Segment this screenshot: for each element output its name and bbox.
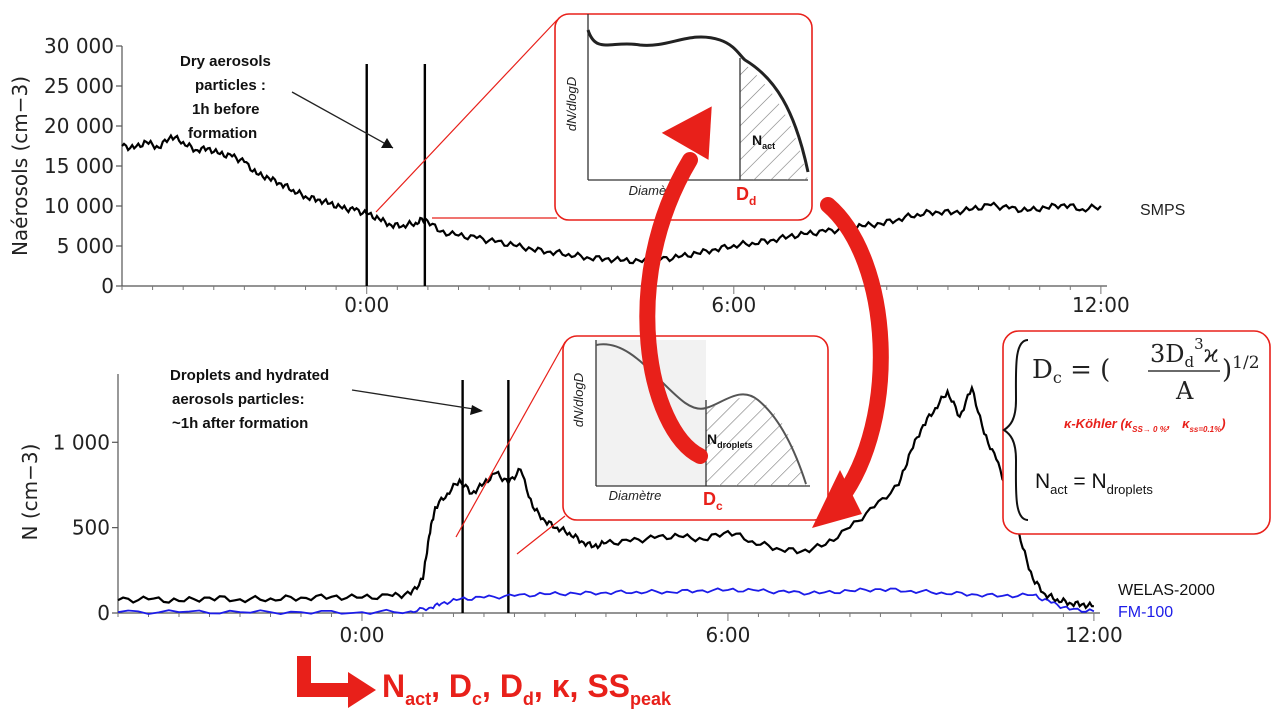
bottom-x-ticks: 0:00 6:00 12:00: [117, 613, 1123, 647]
cycle-arrows: [639, 106, 889, 528]
output-symbol: κ: [552, 668, 570, 704]
output-subscript: peak: [630, 689, 672, 709]
bottom-annotation-arrow-head: [470, 405, 483, 415]
output-symbol: SS: [587, 668, 630, 704]
arrow-down-head: [812, 470, 862, 528]
inset-top-distribution: [586, 29, 810, 173]
y-tick-label: 15 000: [44, 154, 114, 178]
top-annotation-arrow: [291, 91, 394, 149]
inset-bottom-region-label: Ndroplets: [707, 431, 753, 450]
output-separator: ,: [570, 668, 588, 704]
y-tick-label: 25 000: [44, 74, 114, 98]
top-markers: [365, 64, 427, 286]
top-annotation-line-4: formation: [188, 125, 257, 142]
equation-line-2: Nact = Ndroplets: [1035, 470, 1153, 497]
inset-bottom-x-label: Diamètre: [609, 488, 662, 503]
outputs-arrow-head: [348, 672, 376, 708]
x-tick-label: 0:00: [344, 293, 389, 317]
inset-bottom-cut-label: Dc: [703, 489, 723, 513]
x-tick-label: 6:00: [705, 623, 750, 647]
y-tick-label: 5 000: [57, 234, 114, 258]
inset-top-link-1: [375, 19, 558, 213]
inset-bottom-link-1: [455, 341, 566, 538]
bottom-annotation-line-2: aerosols particles:: [172, 391, 305, 408]
legend-smps: SMPS: [1140, 202, 1185, 219]
series-fm100-line: [117, 587, 1095, 616]
equation-frame: [1002, 330, 1271, 535]
output-separator: ,: [534, 668, 552, 704]
y-tick-label: 500: [72, 516, 110, 540]
equation-box: Dc = ( 3Dd3ϰ A )1/2 κ-Köhler (κSS→ 0 %, …: [1002, 330, 1271, 535]
top-annotation: Dry aerosols particles : 1h before forma…: [180, 53, 394, 149]
chart-bottom: 0 500 1 000 0:00 6:00 12:00 N (cm−3) WELAS-2…: [18, 367, 1215, 647]
output-symbol: D: [449, 668, 472, 704]
y-tick-label: 0: [97, 601, 110, 625]
output-symbol: D: [500, 668, 523, 704]
top-annotation-line-3: 1h before: [192, 101, 260, 118]
output-separator: ,: [431, 668, 449, 704]
bottom-annotation: Droplets and hydrated aerosols particles…: [170, 367, 483, 432]
bottom-annotation-arrow: [351, 389, 481, 411]
inset-top-y-label: dN/dlogD: [564, 77, 579, 131]
bottom-y-axis-label: N (cm−3): [18, 444, 42, 541]
top-annotation-arrow-head: [381, 138, 393, 148]
y-tick-label: 20 000: [44, 114, 114, 138]
arrow-down-curve: [820, 197, 889, 508]
inset-bottom-distribution: [595, 343, 807, 485]
equation-numerator: 3Dd3ϰ: [1150, 335, 1219, 371]
output-subscript: act: [405, 689, 431, 709]
top-y-ticks: 0 5 000 10 000 15 000 20 000 25 000 30 000: [44, 34, 122, 298]
output-separator: ,: [482, 668, 500, 704]
arrow-up-head: [661, 106, 712, 160]
inset-top-hatched-region: [740, 60, 808, 180]
x-tick-label: 0:00: [340, 623, 385, 647]
legend-welas: WELAS-2000: [1118, 582, 1215, 599]
legend-fm100: FM-100: [1118, 604, 1173, 621]
y-tick-label: 30 000: [44, 34, 114, 58]
x-tick-label: 6:00: [711, 293, 756, 317]
bottom-annotation-line-1: Droplets and hydrated: [170, 367, 329, 384]
bottom-annotation-line-3: ~1h after formation: [172, 415, 308, 432]
inset-bottom-y-label: dN/dlogD: [571, 373, 586, 427]
output-subscript: d: [523, 689, 534, 709]
series-welas-line: [117, 384, 1094, 610]
equation-exponent: )1/2: [1222, 353, 1260, 385]
x-tick-label: 12:00: [1065, 623, 1123, 647]
inset-top-cut-label: Dd: [736, 184, 756, 208]
outputs-row: Nact, Dc, Dd, κ, SSpeak: [297, 656, 672, 709]
inset-top: dN/dlogD Diamètre Nact Dd: [375, 13, 813, 221]
equation-line-1: Dc = (: [1032, 355, 1110, 387]
output-subscript: c: [472, 689, 482, 709]
top-annotation-line-2: particles :: [195, 77, 266, 94]
inset-bottom-hatched-region: [706, 397, 806, 486]
chart-top: 0 5 000 10 000 15 000 20 000 25 000 30 000 0:0…: [8, 34, 1185, 317]
equation-brace: [1002, 339, 1029, 521]
bottom-markers: [461, 380, 510, 613]
inset-top-region-label: Nact: [752, 132, 775, 151]
equation-kohler-note: κ-Köhler (κSS→ 0 %, κss=0.1%): [1064, 416, 1226, 434]
y-tick-label: 10 000: [44, 194, 114, 218]
x-tick-label: 12:00: [1072, 293, 1130, 317]
equation-denominator: A: [1175, 377, 1194, 405]
outputs-label: Nact, Dc, Dd, κ, SSpeak: [382, 668, 672, 709]
series-smps-line: [121, 133, 1102, 266]
inset-bottom: dN/dlogD Diamètre Ndroplets Dc: [455, 335, 829, 555]
outputs-arrow-shaft: [297, 656, 352, 697]
arrow-up-curve: [639, 152, 708, 464]
output-symbol: N: [382, 668, 405, 704]
inset-bottom-link-2: [516, 515, 566, 555]
top-y-axis-label: Naérosols (cm−3): [8, 76, 32, 256]
top-x-ticks: 0:00 6:00 12:00: [121, 286, 1130, 317]
top-annotation-line-1: Dry aerosols: [180, 53, 271, 70]
bottom-y-ticks: 0 500 1 000: [53, 430, 118, 625]
y-tick-label: 0: [101, 274, 114, 298]
y-tick-label: 1 000: [53, 430, 110, 454]
